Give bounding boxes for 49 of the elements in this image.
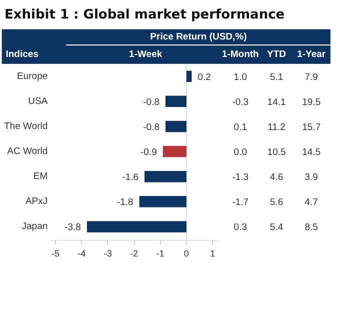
y-tick-label: AC World [7, 146, 48, 158]
y-tick-label: The World [4, 120, 48, 132]
text: 14.5 [302, 147, 321, 158]
text: 1-Month [222, 48, 260, 60]
text: 4.6 [270, 172, 284, 184]
x-tick-label: -5 [51, 248, 60, 258]
y-tick-label: Japan [22, 221, 48, 232]
data-label: -0.8 [143, 122, 160, 133]
y-tick-label: APxJ [25, 196, 48, 208]
x-tick-label: 0 [184, 248, 189, 258]
text: 0.0 [234, 147, 248, 158]
text: 5.6 [270, 197, 284, 208]
text: 10.5 [267, 147, 286, 158]
text: -1.7 [232, 197, 249, 208]
text: 7.9 [304, 72, 318, 83]
text: 11.2 [268, 122, 286, 133]
y-axis-title: Indices [6, 48, 38, 60]
y-tick-label: EM [33, 171, 48, 182]
text: 14.1 [267, 96, 286, 108]
x-tick-label: -2 [130, 248, 138, 258]
text: 19.5 [302, 96, 321, 108]
x-tick-label: 1 [210, 248, 216, 258]
text: 8.5 [304, 222, 318, 234]
text: 0.1 [234, 122, 248, 133]
text: Price Return (USD,%) [150, 32, 247, 43]
x-axis-title: 1-Week [129, 48, 163, 60]
text: 0.3 [234, 222, 248, 234]
text: -0.3 [232, 96, 249, 108]
x-tick-label: -3 [104, 248, 112, 258]
text: 1.0 [234, 72, 248, 83]
text: -1.3 [232, 172, 249, 184]
y-tick-label: Europe [17, 70, 48, 82]
x-tick-label: -1 [156, 248, 164, 258]
text: 4.7 [304, 197, 318, 208]
data-label: 0.2 [198, 72, 211, 83]
text: YTD [267, 48, 286, 60]
data-label: -1.6 [122, 172, 139, 184]
text: 5.4 [270, 222, 284, 234]
chart-title: Exhibit 1 : Global market performance [4, 8, 285, 22]
data-label: -1.8 [116, 197, 134, 208]
text: 5.1 [270, 72, 284, 83]
x-tick-label: -4 [78, 248, 86, 258]
text: 15.7 [302, 122, 321, 133]
y-tick-label: USA [28, 96, 48, 107]
data-label: -3.8 [64, 222, 81, 234]
data-label: -0.8 [143, 96, 160, 108]
data-label: -0.9 [140, 147, 157, 158]
text: 3.9 [304, 172, 318, 184]
text: 1-Year [297, 48, 326, 60]
